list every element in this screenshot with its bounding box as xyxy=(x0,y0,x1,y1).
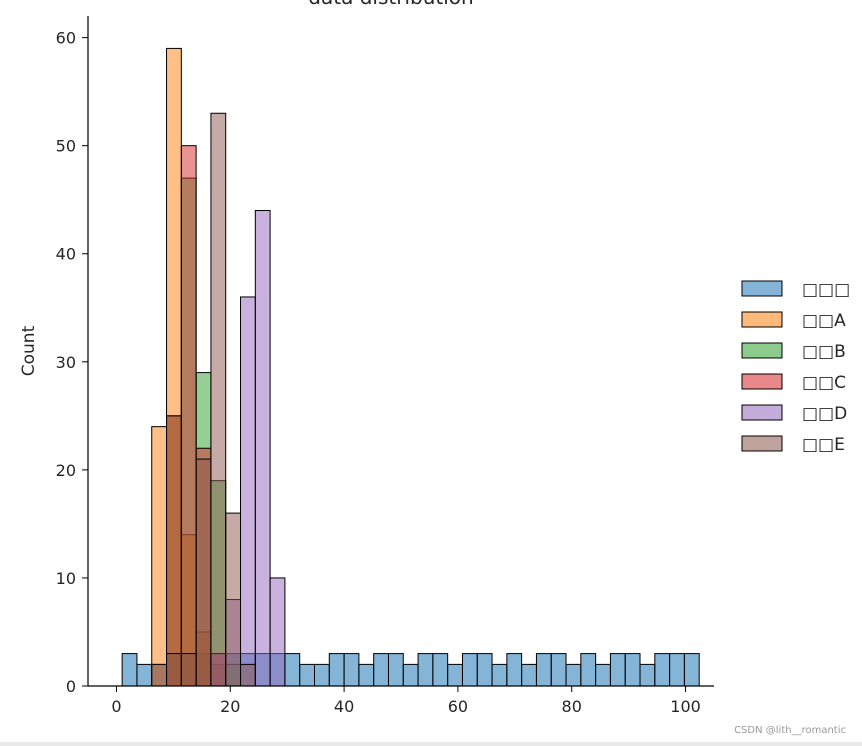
bar-series-0 xyxy=(387,653,404,687)
bar-series-0 xyxy=(595,663,611,687)
bar-series-0 xyxy=(417,653,434,687)
x-tick-label: 60 xyxy=(448,697,468,716)
legend-swatch xyxy=(741,373,783,390)
legend-swatch xyxy=(741,280,783,297)
y-tick-label: 30 xyxy=(56,353,76,372)
bar-series-0 xyxy=(580,653,597,687)
bar-series-0 xyxy=(669,653,685,687)
legend-label: □□B xyxy=(802,342,846,362)
bar-series-0 xyxy=(654,653,671,687)
legend-swatch xyxy=(741,404,783,421)
legend-label: □□C xyxy=(802,373,846,393)
bar-series-0 xyxy=(639,663,656,687)
bar-series-3 xyxy=(180,145,197,687)
bar-series-0 xyxy=(121,653,138,687)
bar-series-0 xyxy=(535,653,552,687)
bar-series-4 xyxy=(240,296,256,687)
bar-series-0 xyxy=(284,653,301,687)
x-tick-label: 40 xyxy=(334,697,354,716)
bar-series-5 xyxy=(195,458,212,687)
x-tick-label: 80 xyxy=(562,697,582,716)
y-tick-label: 20 xyxy=(56,461,76,480)
legend-label: □□A xyxy=(802,311,846,331)
bar-series-5 xyxy=(210,112,227,687)
bar-series-0 xyxy=(328,653,345,687)
bar-series-0 xyxy=(476,653,493,687)
bar-series-5 xyxy=(180,653,197,687)
chart-title: data distribution xyxy=(308,0,473,9)
bar-series-0 xyxy=(136,663,153,687)
y-tick-label: 50 xyxy=(56,137,76,156)
bar-series-0 xyxy=(402,663,419,687)
legend: □□□ □□A □□B □□C □□D □□E xyxy=(741,280,850,455)
bar-series-0 xyxy=(373,653,389,687)
bar-series-0 xyxy=(358,663,375,687)
bar-series-0 xyxy=(447,663,463,687)
bar-series-0 xyxy=(313,663,330,687)
legend-swatch xyxy=(741,435,783,452)
bar-series-0 xyxy=(624,653,641,687)
watermark: CSDN @lith__romantic xyxy=(734,725,846,736)
bottom-bar xyxy=(0,742,862,746)
legend-label: □□D xyxy=(802,404,847,424)
bar-series-1 xyxy=(151,426,168,687)
bar-series-3 xyxy=(166,415,182,687)
bar-series-0 xyxy=(521,663,537,687)
bar-series-5 xyxy=(151,663,168,687)
bar-series-0 xyxy=(609,653,626,687)
bar-series-5 xyxy=(225,512,242,687)
bar-series-0 xyxy=(565,663,582,687)
y-axis-label: Count xyxy=(19,325,39,376)
legend-label: □□□ xyxy=(802,280,850,300)
x-tick-label: 100 xyxy=(670,697,701,716)
y-tick-label: 10 xyxy=(56,569,76,588)
bar-series-0 xyxy=(299,663,315,687)
bar-series-5 xyxy=(240,663,256,687)
bar-series-0 xyxy=(343,653,360,687)
legend-swatch xyxy=(741,311,783,328)
bar-series-0 xyxy=(550,653,567,687)
bar-series-0 xyxy=(491,663,508,687)
y-tick-label: 40 xyxy=(56,245,76,264)
legend-label: □□E xyxy=(802,435,845,455)
bar-series-0 xyxy=(683,653,700,687)
bar-series-0 xyxy=(506,653,523,687)
x-tick-label: 20 xyxy=(220,697,240,716)
bar-series-4 xyxy=(269,577,286,687)
y-tick-label: 60 xyxy=(56,29,76,48)
y-tick-label: 0 xyxy=(66,677,76,696)
legend-swatch xyxy=(741,342,783,359)
bar-series-0 xyxy=(432,653,449,687)
bar-series-4 xyxy=(254,210,271,687)
bar-series-0 xyxy=(461,653,478,687)
x-tick-label: 0 xyxy=(111,697,121,716)
bars-layer xyxy=(121,47,700,687)
bar-series-5 xyxy=(166,653,182,687)
